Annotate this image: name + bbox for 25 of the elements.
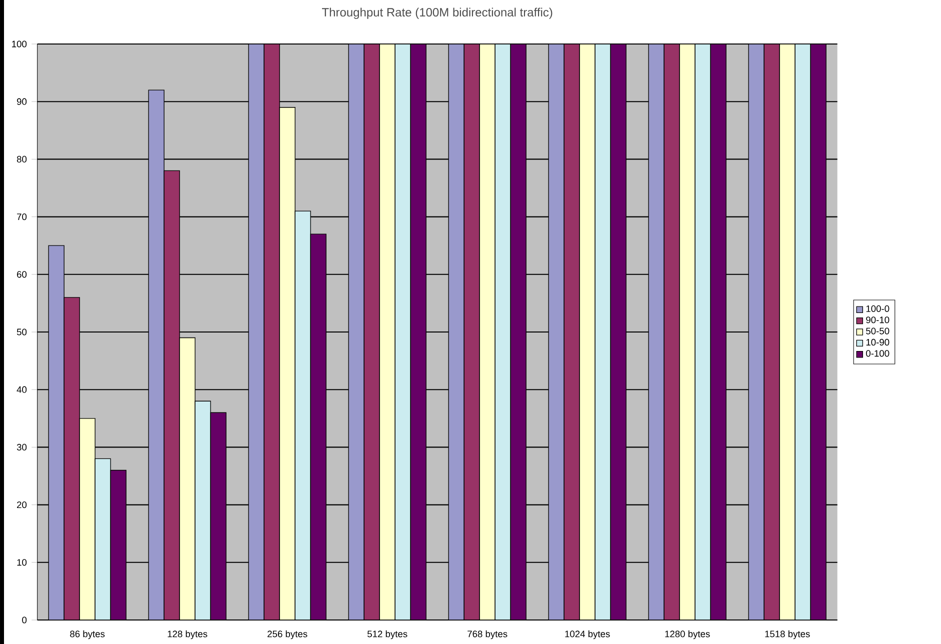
- y-tick-label: 100: [12, 40, 27, 48]
- x-tick-label: 128 bytes: [168, 630, 208, 640]
- y-tick-label: 90: [16, 98, 27, 105]
- y-tick-label: 60: [17, 271, 27, 278]
- chart-title: Throughput Rate (100M bidirectional traffic): [322, 8, 552, 19]
- x-tick-label: 1024 bytes: [565, 630, 610, 640]
- legend-label: 10-90: [866, 338, 890, 346]
- y-tick-label: 30: [16, 444, 27, 450]
- y-tick-label: 10: [17, 559, 27, 566]
- x-tick-label: 1518 bytes: [765, 630, 810, 640]
- legend-label: 0-100: [866, 350, 890, 357]
- x-tick-label: 1280 bytes: [665, 630, 710, 640]
- legend-label: 90-10: [866, 316, 890, 324]
- y-tick-label: 0: [22, 616, 27, 624]
- legend-label: 50-50: [866, 328, 890, 334]
- x-tick-label: 512 bytes: [367, 630, 408, 640]
- y-tick-label: 70: [17, 214, 27, 220]
- x-tick-label: 256 bytes: [268, 630, 308, 640]
- y-tick-label: 80: [16, 156, 27, 162]
- x-tick-label: 768 bytes: [468, 630, 508, 640]
- y-tick-label: 50: [16, 328, 27, 336]
- legend-label: 100-0: [866, 305, 890, 312]
- y-tick-label: 40: [16, 386, 27, 393]
- x-tick-label: 86 bytes: [70, 630, 105, 640]
- y-tick-label: 20: [17, 502, 27, 508]
